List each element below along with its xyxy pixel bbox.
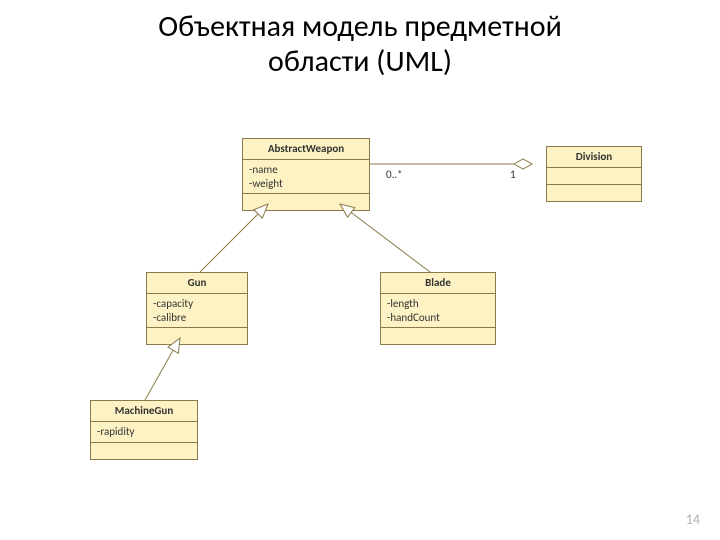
generalization-edge	[340, 204, 430, 272]
attr: -handCount	[387, 311, 489, 325]
attr: -rapidity	[97, 425, 191, 439]
page-number: 14	[686, 511, 700, 528]
multiplicity-label: 0..*	[386, 168, 403, 181]
class-name: AbstractWeapon	[242, 138, 370, 160]
uml-class-blade: Blade -length -handCount	[380, 272, 496, 345]
class-name: Blade	[380, 272, 496, 294]
class-name: Division	[546, 146, 642, 168]
uml-class-machine-gun: MachineGun -rapidity	[90, 400, 198, 460]
class-operations	[242, 193, 370, 211]
class-name: MachineGun	[90, 400, 198, 422]
attr: -weight	[249, 177, 363, 191]
attr: -capacity	[153, 297, 241, 311]
page-title: Объектная модель предметной области (UML…	[0, 10, 720, 79]
title-line-1: Объектная модель предметной	[158, 8, 562, 45]
class-attributes: -name -weight	[242, 159, 370, 195]
class-attributes: -length -handCount	[380, 293, 496, 329]
attr: -length	[387, 297, 489, 311]
class-operations	[380, 327, 496, 345]
class-name: Gun	[146, 272, 248, 294]
class-attributes	[546, 167, 642, 185]
attr: -name	[249, 163, 363, 177]
uml-class-abstract-weapon: AbstractWeapon -name -weight	[242, 138, 370, 211]
generalization-edge	[200, 204, 268, 272]
uml-class-gun: Gun -capacity -calibre	[146, 272, 248, 345]
class-attributes: -rapidity	[90, 421, 198, 443]
class-operations	[90, 442, 198, 460]
attr: -calibre	[153, 311, 241, 325]
class-attributes: -capacity -calibre	[146, 293, 248, 329]
title-line-2: области (UML)	[268, 43, 452, 80]
class-operations	[546, 184, 642, 202]
uml-class-division: Division	[546, 146, 642, 202]
class-operations	[146, 327, 248, 345]
generalization-edge	[145, 338, 180, 400]
multiplicity-label: 1	[510, 168, 516, 181]
